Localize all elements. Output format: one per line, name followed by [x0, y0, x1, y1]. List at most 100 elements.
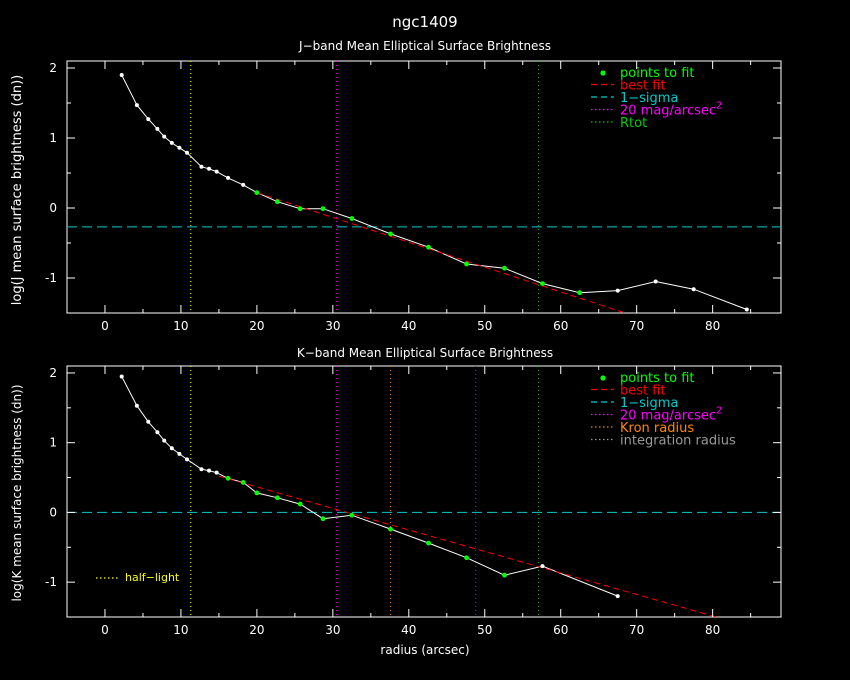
panel-j-ylabel: log(J mean surface brightness (dn)) — [10, 75, 25, 305]
profile-point — [185, 150, 190, 155]
profile-point — [146, 117, 151, 122]
x-tick-label: 60 — [553, 319, 568, 333]
legend-label: Kron radius — [620, 421, 694, 436]
profile-point — [177, 451, 182, 456]
fit-point — [225, 475, 231, 481]
fit-point — [275, 199, 280, 205]
panel-j-title: J−band Mean Elliptical Surface Brightnes… — [298, 39, 551, 53]
legend-marker — [600, 375, 606, 381]
fit-point — [464, 261, 469, 267]
panel-k-band: K−band Mean Elliptical Surface Brightnes… — [10, 346, 782, 657]
profile-point — [540, 564, 545, 569]
profile-point — [653, 279, 658, 284]
y-tick-label: -1 — [45, 575, 57, 589]
plot-area — [67, 366, 781, 617]
x-tick-label: 10 — [173, 319, 188, 333]
profile-point — [146, 419, 151, 424]
panel-j-plot: 0 10 20 30 40 50 60 70 80 -1 0 1 2 points to fitbest … — [45, 60, 782, 333]
fit-point — [577, 290, 583, 296]
x-tick-label: 30 — [325, 319, 340, 333]
x-tick-label: 0 — [101, 623, 109, 637]
profile-point — [177, 145, 182, 150]
y-tick-label: 1 — [49, 131, 57, 145]
x-tick-label: 60 — [553, 623, 568, 637]
legend-label: best fit — [620, 384, 666, 399]
profile-point — [169, 446, 174, 451]
profile-point — [119, 374, 124, 379]
legend-label: 1−sigma — [620, 396, 678, 411]
profile-line — [121, 74, 747, 310]
profile-point — [615, 594, 620, 599]
profile-point — [207, 468, 212, 473]
x-tick-label: 40 — [401, 623, 416, 637]
x-tick-label: 20 — [249, 319, 264, 333]
plot-frame — [66, 365, 782, 618]
x-tick-label: 30 — [325, 623, 340, 637]
fit-point — [540, 281, 545, 286]
x-tick-label: 70 — [629, 623, 644, 637]
y-tick-label: 0 — [49, 201, 57, 215]
fit-point — [254, 190, 260, 196]
plot-area — [67, 61, 781, 313]
fit-point — [320, 206, 326, 212]
figure-title: ngc1409 — [392, 13, 457, 31]
fit-point — [297, 206, 303, 212]
profile-point — [615, 288, 620, 293]
profile-point — [169, 140, 174, 145]
fit-point — [320, 516, 326, 522]
profile-point — [155, 430, 160, 435]
profile-point — [162, 438, 167, 443]
fit-point — [426, 244, 431, 250]
panel-k-plot: 0 10 20 30 40 50 60 70 80 -1 0 1 2 points to fitbest … — [45, 365, 782, 637]
x-tick-label: 20 — [249, 623, 264, 637]
panel-k-ylabel: log(K mean surface brightness (dn)) — [10, 384, 24, 601]
panel-j-band: J−band Mean Elliptical Surface Brightnes… — [10, 39, 782, 333]
fit-point — [349, 512, 355, 518]
y-tick-label: -1 — [45, 271, 57, 285]
x-tick-label: 40 — [401, 319, 416, 333]
x-tick-label: 50 — [477, 319, 492, 333]
annotation-label: half−light — [125, 571, 180, 584]
fit-point — [297, 501, 303, 507]
legend-label: 1−sigma — [620, 91, 678, 106]
x-tick-label: 10 — [173, 623, 188, 637]
fit-point — [388, 231, 393, 237]
plot-frame — [66, 60, 782, 314]
legend-marker — [600, 70, 606, 76]
profile-point — [207, 166, 212, 171]
profile-point — [691, 287, 696, 292]
profile-point — [744, 307, 749, 312]
fit-point — [502, 572, 507, 578]
legend-label: best fit — [620, 79, 666, 94]
y-tick-label: 2 — [49, 61, 57, 75]
profile-point — [226, 175, 231, 180]
legend-label: 20 mag/arcsec2 — [620, 406, 722, 424]
profile-point — [214, 169, 219, 174]
legend-label: integration radius — [620, 434, 736, 449]
profile-point — [162, 134, 167, 139]
fit-point — [464, 555, 469, 561]
x-tick-label: 0 — [101, 319, 109, 333]
profile-point — [199, 467, 204, 472]
y-tick-label: 2 — [49, 366, 57, 380]
panel-k-title: K−band Mean Elliptical Surface Brightnes… — [297, 346, 553, 360]
best-fit-line — [256, 192, 626, 313]
profile-point — [185, 457, 190, 462]
half-light-annotation: half−light — [96, 571, 180, 584]
fit-point — [388, 526, 393, 532]
profile-point — [134, 403, 139, 408]
y-tick-label: 1 — [49, 436, 57, 450]
panel-k-xlabel: radius (arcsec) — [380, 643, 469, 657]
fit-point — [254, 490, 260, 496]
legend-label: 20 mag/arcsec2 — [620, 101, 722, 119]
profile-point — [119, 73, 124, 77]
profile-point — [199, 164, 204, 169]
legend-label: points to fit — [620, 371, 695, 386]
x-tick-label: 50 — [477, 623, 492, 637]
profile-point — [241, 182, 246, 187]
best-fit-line — [218, 475, 717, 617]
